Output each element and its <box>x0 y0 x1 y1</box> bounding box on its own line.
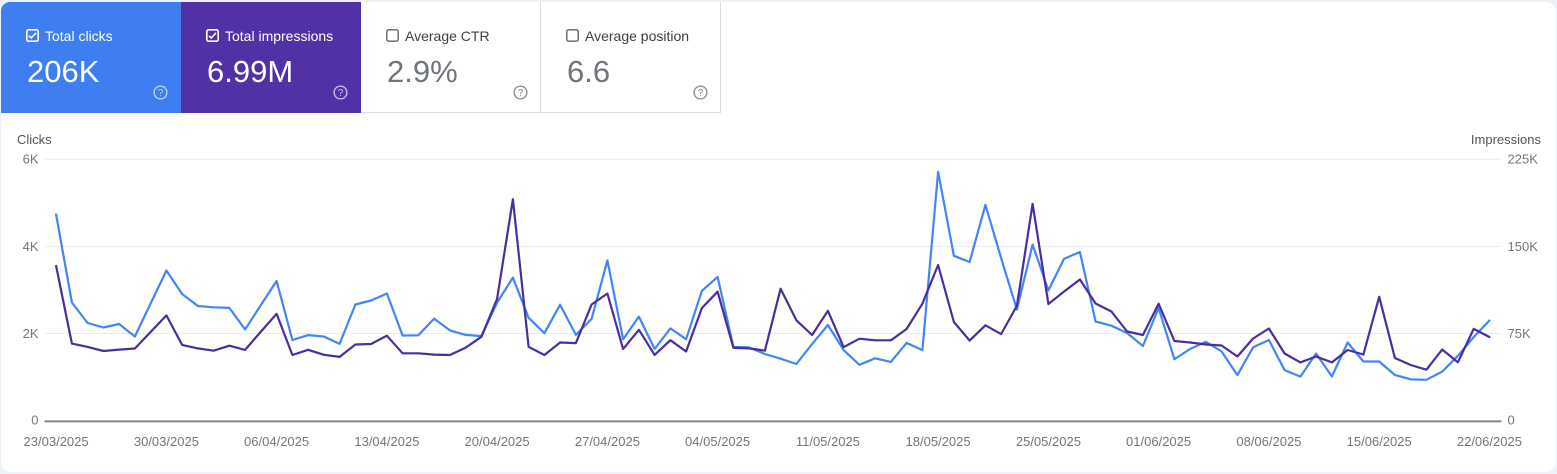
svg-text:20/04/2025: 20/04/2025 <box>465 434 530 449</box>
svg-text:?: ? <box>337 88 343 99</box>
svg-text:01/06/2025: 01/06/2025 <box>1126 434 1191 449</box>
svg-text:0: 0 <box>31 413 38 428</box>
svg-text:11/05/2025: 11/05/2025 <box>796 434 860 449</box>
svg-text:?: ? <box>517 88 523 99</box>
svg-text:13/04/2025: 13/04/2025 <box>354 434 419 449</box>
svg-text:150K: 150K <box>1508 239 1539 254</box>
svg-text:18/05/2025: 18/05/2025 <box>906 434 971 449</box>
svg-text:22/06/2025: 22/06/2025 <box>1457 434 1522 449</box>
svg-text:?: ? <box>697 88 703 99</box>
svg-text:25/05/2025: 25/05/2025 <box>1016 434 1081 449</box>
svg-text:Impressions: Impressions <box>1471 132 1542 147</box>
svg-text:2K: 2K <box>23 326 39 341</box>
svg-text:04/05/2025: 04/05/2025 <box>685 434 750 449</box>
svg-text:06/04/2025: 06/04/2025 <box>244 434 309 449</box>
svg-text:6K: 6K <box>23 152 39 167</box>
svg-text:27/04/2025: 27/04/2025 <box>575 434 640 449</box>
svg-text:15/06/2025: 15/06/2025 <box>1347 434 1412 449</box>
svg-text:225K: 225K <box>1508 152 1539 167</box>
svg-text:30/03/2025: 30/03/2025 <box>134 434 199 449</box>
svg-text:4K: 4K <box>23 239 39 254</box>
svg-text:Clicks: Clicks <box>17 132 52 147</box>
svg-text:?: ? <box>157 88 163 99</box>
svg-text:23/03/2025: 23/03/2025 <box>24 434 89 449</box>
svg-text:0: 0 <box>1508 413 1515 428</box>
svg-text:08/06/2025: 08/06/2025 <box>1236 434 1301 449</box>
svg-text:75K: 75K <box>1508 326 1531 341</box>
